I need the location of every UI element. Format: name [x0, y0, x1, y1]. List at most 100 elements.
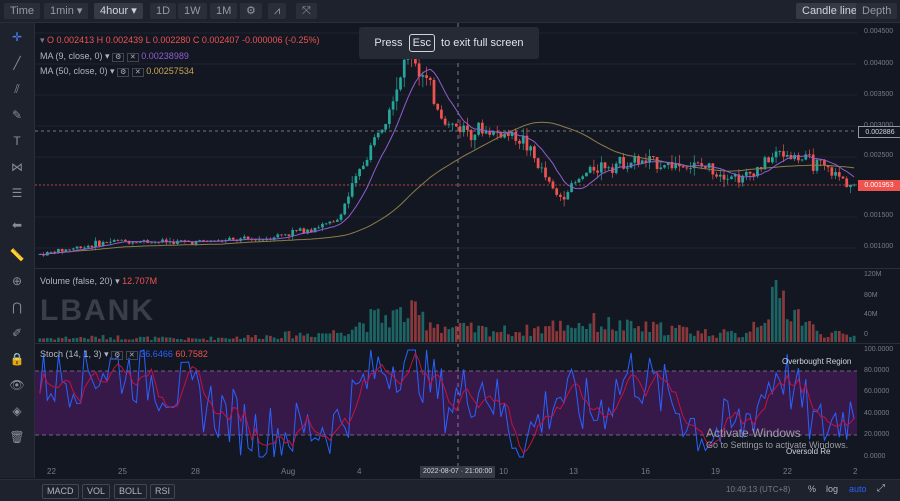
volume-bar — [295, 335, 298, 342]
percent-toggle[interactable]: % — [808, 484, 817, 494]
volume-bar — [741, 337, 744, 342]
candle-line-button[interactable]: Candle line — [796, 3, 864, 19]
chevron-down-icon: ▾ — [131, 5, 137, 17]
candle-body — [432, 79, 436, 104]
volume-bar — [49, 338, 53, 342]
stoch-scale[interactable]: 100.0000 80.0000 60.0000 40.0000 20.0000… — [858, 344, 900, 466]
chevron-down-icon[interactable]: ▾ — [104, 349, 109, 359]
candle-body — [150, 242, 153, 244]
volume-scale[interactable]: 120M 80M 40M 0 — [858, 269, 900, 343]
timeframe-1w-button[interactable]: 1W — [178, 3, 207, 19]
chevron-down-icon[interactable]: ▾ — [110, 66, 115, 76]
log-toggle[interactable]: log — [826, 484, 839, 494]
text-icon[interactable]: T — [13, 134, 21, 148]
pane-separator[interactable] — [35, 268, 900, 269]
trend-line-icon[interactable]: ╱ — [13, 56, 21, 70]
candle-body — [503, 133, 506, 138]
volume-bar — [830, 332, 834, 342]
interval-4hour-button[interactable]: 4hour ▾ — [94, 3, 143, 19]
lock-icon[interactable]: 🔒 — [9, 352, 25, 366]
parallel-channel-icon[interactable]: ⫽ — [14, 82, 20, 96]
measure-icon[interactable]: ☰ — [11, 186, 23, 200]
volume-bar — [603, 329, 607, 342]
brush-icon[interactable]: ✎ — [11, 108, 23, 122]
price-tick: 0.001000 — [864, 243, 894, 250]
volume-bar — [402, 322, 406, 342]
volume-bar — [700, 333, 704, 342]
time-button[interactable]: Time — [4, 3, 41, 19]
close-icon[interactable]: ✕ — [131, 68, 144, 77]
candle-body — [536, 158, 540, 169]
candle-body — [618, 156, 622, 164]
volume-bar — [306, 333, 309, 342]
volume-bar — [179, 339, 183, 342]
gear-icon[interactable]: ⚙ — [240, 3, 262, 19]
crosshair-icon[interactable]: ✛ — [11, 30, 23, 44]
volume-bar — [42, 338, 45, 342]
price-scale[interactable]: 0.004500 0.004000 0.003500 0.003000 0.00… — [858, 23, 900, 268]
activate-windows-notice: Activate Windows Go to Settings to activ… — [706, 426, 848, 450]
eye-icon[interactable]: 👁 — [9, 378, 25, 392]
timeframe-1m-button[interactable]: 1M — [210, 3, 238, 19]
price-tick: 0.003000 — [864, 122, 893, 129]
volume-bar — [585, 328, 588, 342]
boll-button[interactable]: BOLL — [114, 484, 148, 499]
depth-button[interactable]: Depth — [856, 3, 898, 19]
auto-toggle[interactable]: auto — [849, 484, 867, 494]
toast-press: Press — [374, 37, 403, 49]
candle-body — [484, 130, 488, 134]
volume-bar — [150, 340, 153, 342]
chevron-down-icon[interactable]: ▾ — [105, 51, 110, 61]
volume-bar — [417, 315, 421, 342]
settings-icon[interactable]: ⚙ — [117, 68, 130, 77]
volume-bar — [112, 339, 116, 342]
trash-icon[interactable]: 🗑 — [9, 430, 25, 444]
settings-icon[interactable]: ⚙ — [111, 351, 124, 360]
candle-body — [90, 245, 94, 248]
candle-body — [443, 118, 447, 125]
pane-separator[interactable] — [35, 343, 900, 344]
settings-icon[interactable]: ⚙ — [112, 53, 125, 62]
fullscreen-icon[interactable]: ⤢ — [877, 483, 885, 494]
fullscreen-icon[interactable]: ⤧ — [296, 3, 317, 19]
close-icon[interactable]: ✕ — [125, 351, 138, 360]
ma9-line — [39, 68, 855, 256]
volume-bar — [730, 330, 733, 342]
volume-bar — [38, 338, 42, 342]
volume-bar — [774, 279, 778, 342]
time-axis[interactable]: 22 25 28 Aug 4 10 13 16 19 22 2 — [35, 466, 857, 478]
close-icon[interactable]: ✕ — [126, 53, 139, 62]
candle-body — [566, 192, 570, 200]
magnet-icon[interactable]: ⋂ — [12, 300, 22, 314]
pattern-icon[interactable]: ⋈ — [11, 160, 23, 174]
chevron-down-icon[interactable]: ▾ — [115, 276, 120, 286]
timeframe-1d-button[interactable]: 1D — [150, 3, 177, 19]
volume-bar — [205, 340, 209, 342]
volume-bar — [358, 322, 361, 342]
volume-bar — [101, 335, 105, 342]
time-tick: 19 — [711, 467, 720, 476]
candle-body — [86, 245, 90, 248]
stay-drawing-icon[interactable]: ✐ — [11, 326, 23, 340]
back-arrow-icon[interactable]: ⬅ — [11, 218, 23, 232]
volume-bar — [354, 326, 358, 342]
vol-button[interactable]: VOL — [82, 484, 111, 499]
candle-body — [365, 160, 369, 166]
candle-body — [454, 123, 458, 127]
price-tick: 0.003500 — [864, 91, 894, 98]
volume-bar — [678, 324, 681, 342]
layers-icon[interactable]: ◈ — [12, 404, 22, 418]
macd-button[interactable]: MACD — [42, 484, 79, 499]
interval-1min-button[interactable]: 1min ▾ — [44, 3, 89, 19]
indicators-icon[interactable]: ⩘ — [268, 3, 287, 19]
volume-bar — [733, 332, 737, 342]
volume-bar — [68, 338, 71, 342]
legend-toggle-icon[interactable]: ▾ — [40, 35, 45, 45]
ruler-icon[interactable]: 📏 — [9, 248, 25, 262]
zoom-in-icon[interactable]: ⊕ — [11, 274, 23, 288]
candle-body — [804, 154, 808, 160]
candle-body — [737, 174, 741, 183]
rsi-button[interactable]: RSI — [150, 484, 176, 499]
volume-bar — [246, 334, 250, 342]
